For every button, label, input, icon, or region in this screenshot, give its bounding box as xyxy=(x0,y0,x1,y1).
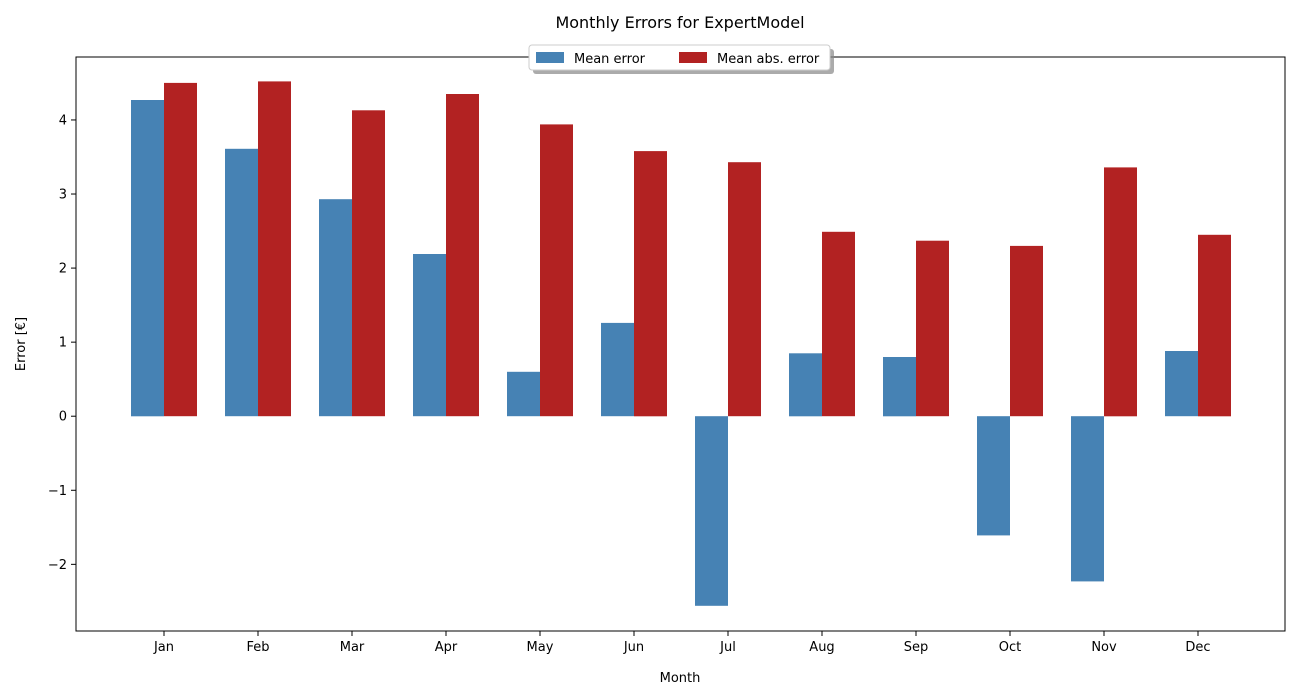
x-tick-label-may: May xyxy=(527,640,554,655)
bar-mean-abs-error-jun xyxy=(634,151,667,417)
x-tick-label-apr: Apr xyxy=(435,640,458,655)
bar-mean-abs-error-dec xyxy=(1198,234,1231,417)
bar-mean-error-may xyxy=(507,371,540,417)
x-tick-label-nov: Nov xyxy=(1091,640,1117,655)
bar-mean-abs-error-nov xyxy=(1104,167,1137,417)
bars-group xyxy=(131,81,1231,606)
x-tick-label-jan: Jan xyxy=(153,640,174,655)
legend-swatch-mean-error xyxy=(536,52,564,63)
bar-mean-error-dec xyxy=(1165,351,1198,417)
bar-mean-error-jul xyxy=(695,416,728,606)
y-tick-label: 4 xyxy=(59,113,67,128)
x-tick-label-oct: Oct xyxy=(999,640,1021,655)
x-tick-label-aug: Aug xyxy=(809,640,834,655)
y-tick-label: −1 xyxy=(48,484,67,499)
bar-mean-abs-error-oct xyxy=(1010,245,1043,417)
bar-mean-abs-error-jan xyxy=(164,82,197,417)
bar-mean-error-feb xyxy=(225,148,258,417)
y-tick-label: 2 xyxy=(59,262,67,277)
legend-label-mean-error: Mean error xyxy=(574,52,646,67)
legend-swatch-mean-abs-error xyxy=(679,52,707,63)
bar-mean-error-mar xyxy=(319,199,352,417)
bar-mean-abs-error-feb xyxy=(258,81,291,417)
bar-mean-error-jan xyxy=(131,100,164,417)
bar-mean-error-jun xyxy=(601,322,634,417)
y-axis-label: Error [€] xyxy=(14,317,29,371)
x-tick-label-sep: Sep xyxy=(904,640,929,655)
x-tick-label-jun: Jun xyxy=(623,640,644,655)
y-tick-label: 3 xyxy=(59,188,67,203)
bar-mean-abs-error-may xyxy=(540,124,573,417)
x-tick-label-jul: Jul xyxy=(719,640,736,655)
bar-mean-error-oct xyxy=(977,416,1010,536)
y-tick-label: 1 xyxy=(59,336,67,351)
legend: Mean error Mean abs. error xyxy=(528,44,834,74)
bar-mean-error-apr xyxy=(413,254,446,417)
legend-label-mean-abs-error: Mean abs. error xyxy=(717,52,820,67)
bar-mean-abs-error-sep xyxy=(916,240,949,417)
bar-mean-error-nov xyxy=(1071,416,1104,582)
bar-mean-abs-error-aug xyxy=(822,231,855,417)
y-tick-label: −2 xyxy=(48,558,67,573)
x-tick-label-feb: Feb xyxy=(246,640,269,655)
bar-mean-abs-error-jul xyxy=(728,162,761,417)
y-tick-label: 0 xyxy=(59,410,67,425)
bar-mean-error-sep xyxy=(883,357,916,417)
x-tick-label-mar: Mar xyxy=(340,640,365,655)
bar-mean-abs-error-apr xyxy=(446,94,479,417)
x-axis-ticks: Jan Feb Mar Apr May Jun Jul Aug Sep Oct Nov Dec xyxy=(153,631,1211,655)
bar-mean-error-aug xyxy=(789,353,822,417)
bar-mean-abs-error-mar xyxy=(352,110,385,417)
chart-title: Monthly Errors for ExpertModel xyxy=(555,13,804,32)
x-axis-label: Month xyxy=(660,671,701,686)
x-tick-label-dec: Dec xyxy=(1185,640,1210,655)
y-axis-ticks: −2 −1 0 1 2 3 4 xyxy=(48,113,76,573)
